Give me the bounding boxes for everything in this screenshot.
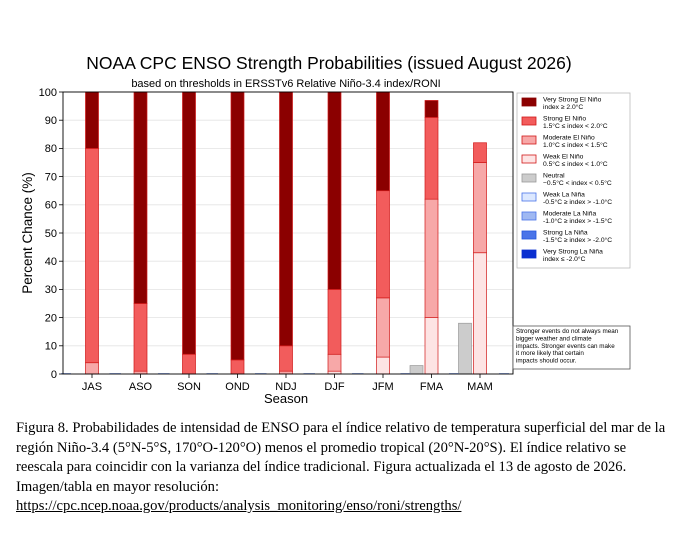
bar-moderate-el-ni-o-djf (327, 353, 342, 372)
legend-swatch (521, 116, 537, 126)
bar-very-strong-el-ni-o-djf (327, 91, 342, 290)
x-tick-label: SON (177, 381, 201, 393)
y-axis-label: Percent Chance (%) (20, 172, 35, 294)
bar-weak-el-ni-o-fma (424, 317, 439, 375)
y-axis: 0 10 20 30 40 50 60 70 80 90 100 (39, 87, 63, 381)
bar-very-strong-el-ni-o-aso (133, 91, 148, 304)
bar-very-strong-el-ni-o-son (182, 91, 196, 355)
bar-weak-el-ni-o-jfm (376, 356, 390, 375)
caption-link[interactable]: https://cpc.ncep.noaa.gov/products/analy… (16, 498, 462, 514)
x-axis-label: Season (264, 391, 308, 406)
bar-moderate-el-ni-o-mam (473, 162, 487, 254)
y-tick-label: 80 (45, 143, 57, 155)
legend-swatch (521, 173, 537, 183)
legend-label: Moderate El Niño (543, 135, 595, 142)
x-axis: JAS ASO SON OND NDJ DJF JFM FMA MAM (82, 374, 493, 393)
legend-label: Neutral (543, 173, 565, 180)
legend-range: -0.5°C ≥ index > -1.0°C (543, 198, 612, 206)
annotation-box: Stronger events do not always mean bigger… (512, 325, 631, 370)
bar-moderate-el-ni-o-jfm (376, 297, 390, 358)
x-tick-label: JFM (372, 381, 393, 393)
legend-swatch (521, 135, 537, 145)
y-tick-label: 0 (51, 369, 57, 381)
legend-range: index ≥ 2.0°C (543, 103, 583, 111)
legend-range: 0.5°C ≤ index < 1.0°C (543, 160, 608, 168)
x-tick-label: OND (225, 381, 250, 393)
bar-moderate-el-ni-o-jas (85, 362, 99, 375)
x-tick-label: FMA (420, 381, 444, 393)
legend-swatch (521, 192, 537, 202)
bar-strong-el-ni-o-mam (473, 142, 487, 163)
legend-range: 1.0°C ≤ index < 1.5°C (543, 141, 608, 149)
bar-strong-el-ni-o-jfm (376, 190, 390, 299)
y-tick-label: 50 (45, 228, 57, 240)
legend-swatch (521, 154, 537, 164)
legend-label: Strong La Niña (543, 230, 588, 237)
bar-strong-el-ni-o-jas (85, 148, 99, 364)
bar-moderate-el-ni-o-fma (424, 198, 439, 318)
legend-range: -1.0°C ≥ index > -1.5°C (543, 217, 612, 225)
legend-label: Very Strong La Niña (543, 249, 603, 256)
legend-swatch (521, 230, 537, 240)
legend-range: 1.5°C ≤ index < 2.0°C (543, 122, 608, 130)
y-tick-label: 20 (45, 312, 57, 324)
legend-swatch (521, 97, 537, 107)
bar-strong-el-ni-o-djf (327, 289, 342, 355)
y-tick-label: 60 (45, 200, 57, 212)
y-tick-label: 90 (45, 115, 57, 127)
bar-strong-el-ni-o-fma (424, 117, 439, 200)
legend-label: Very Strong El Niño (543, 97, 602, 104)
bar-very-strong-el-ni-o-ndj (279, 91, 293, 347)
legend-range: index ≤ -2.0°C (543, 255, 586, 263)
x-tick-label: ASO (129, 381, 153, 393)
chart-title: NOAA CPC ENSO Strength Probabilities (is… (86, 53, 571, 73)
bar-strong-el-ni-o-ndj (279, 345, 293, 372)
bar-very-strong-el-ni-o-jfm (376, 91, 390, 192)
legend-label: Moderate La Niña (543, 211, 596, 218)
bar-very-strong-el-ni-o-jas (85, 91, 99, 149)
legend-swatch (521, 249, 537, 259)
bars (61, 91, 509, 375)
bar-strong-el-ni-o-aso (133, 303, 148, 372)
enso-chart: NOAA CPC ENSO Strength Probabilities (is… (20, 53, 631, 406)
caption-text: Figura 8. Probabilidades de intensidad d… (16, 420, 666, 495)
legend-label: Weak El Niño (543, 154, 584, 161)
y-tick-label: 70 (45, 171, 57, 183)
x-tick-label: NDJ (275, 381, 296, 393)
bar-very-strong-el-ni-o-ond (230, 91, 245, 361)
x-tick-label: JAS (82, 381, 102, 393)
legend-swatch (521, 211, 537, 221)
legend-label: Strong El Niño (543, 116, 586, 123)
chart-subtitle: based on thresholds in ERSSTv6 Relative … (131, 78, 440, 90)
y-tick-label: 10 (45, 341, 57, 353)
y-tick-label: 100 (39, 87, 57, 99)
annotation-text: Stronger events do not always mean bigger… (516, 328, 619, 365)
x-tick-label: MAM (467, 381, 493, 393)
bar-neutral-mam (458, 322, 472, 375)
legend-label: Weak La Niña (543, 192, 585, 199)
y-tick-label: 30 (45, 284, 57, 296)
bar-weak-el-ni-o-mam (473, 252, 487, 375)
y-tick-label: 40 (45, 256, 57, 268)
legend-range: −0.5°C < index < 0.5°C (543, 179, 612, 187)
legend-range: -1.5°C ≥ index > -2.0°C (543, 236, 612, 244)
bar-very-strong-el-ni-o-fma (424, 100, 439, 118)
bar-strong-el-ni-o-ond (230, 359, 245, 375)
x-tick-label: DJF (324, 381, 344, 393)
bar-neutral-fma (409, 365, 424, 375)
bar-strong-el-ni-o-son (182, 353, 196, 375)
figure-caption: Figura 8. Probabilidades de intensidad d… (16, 419, 666, 517)
